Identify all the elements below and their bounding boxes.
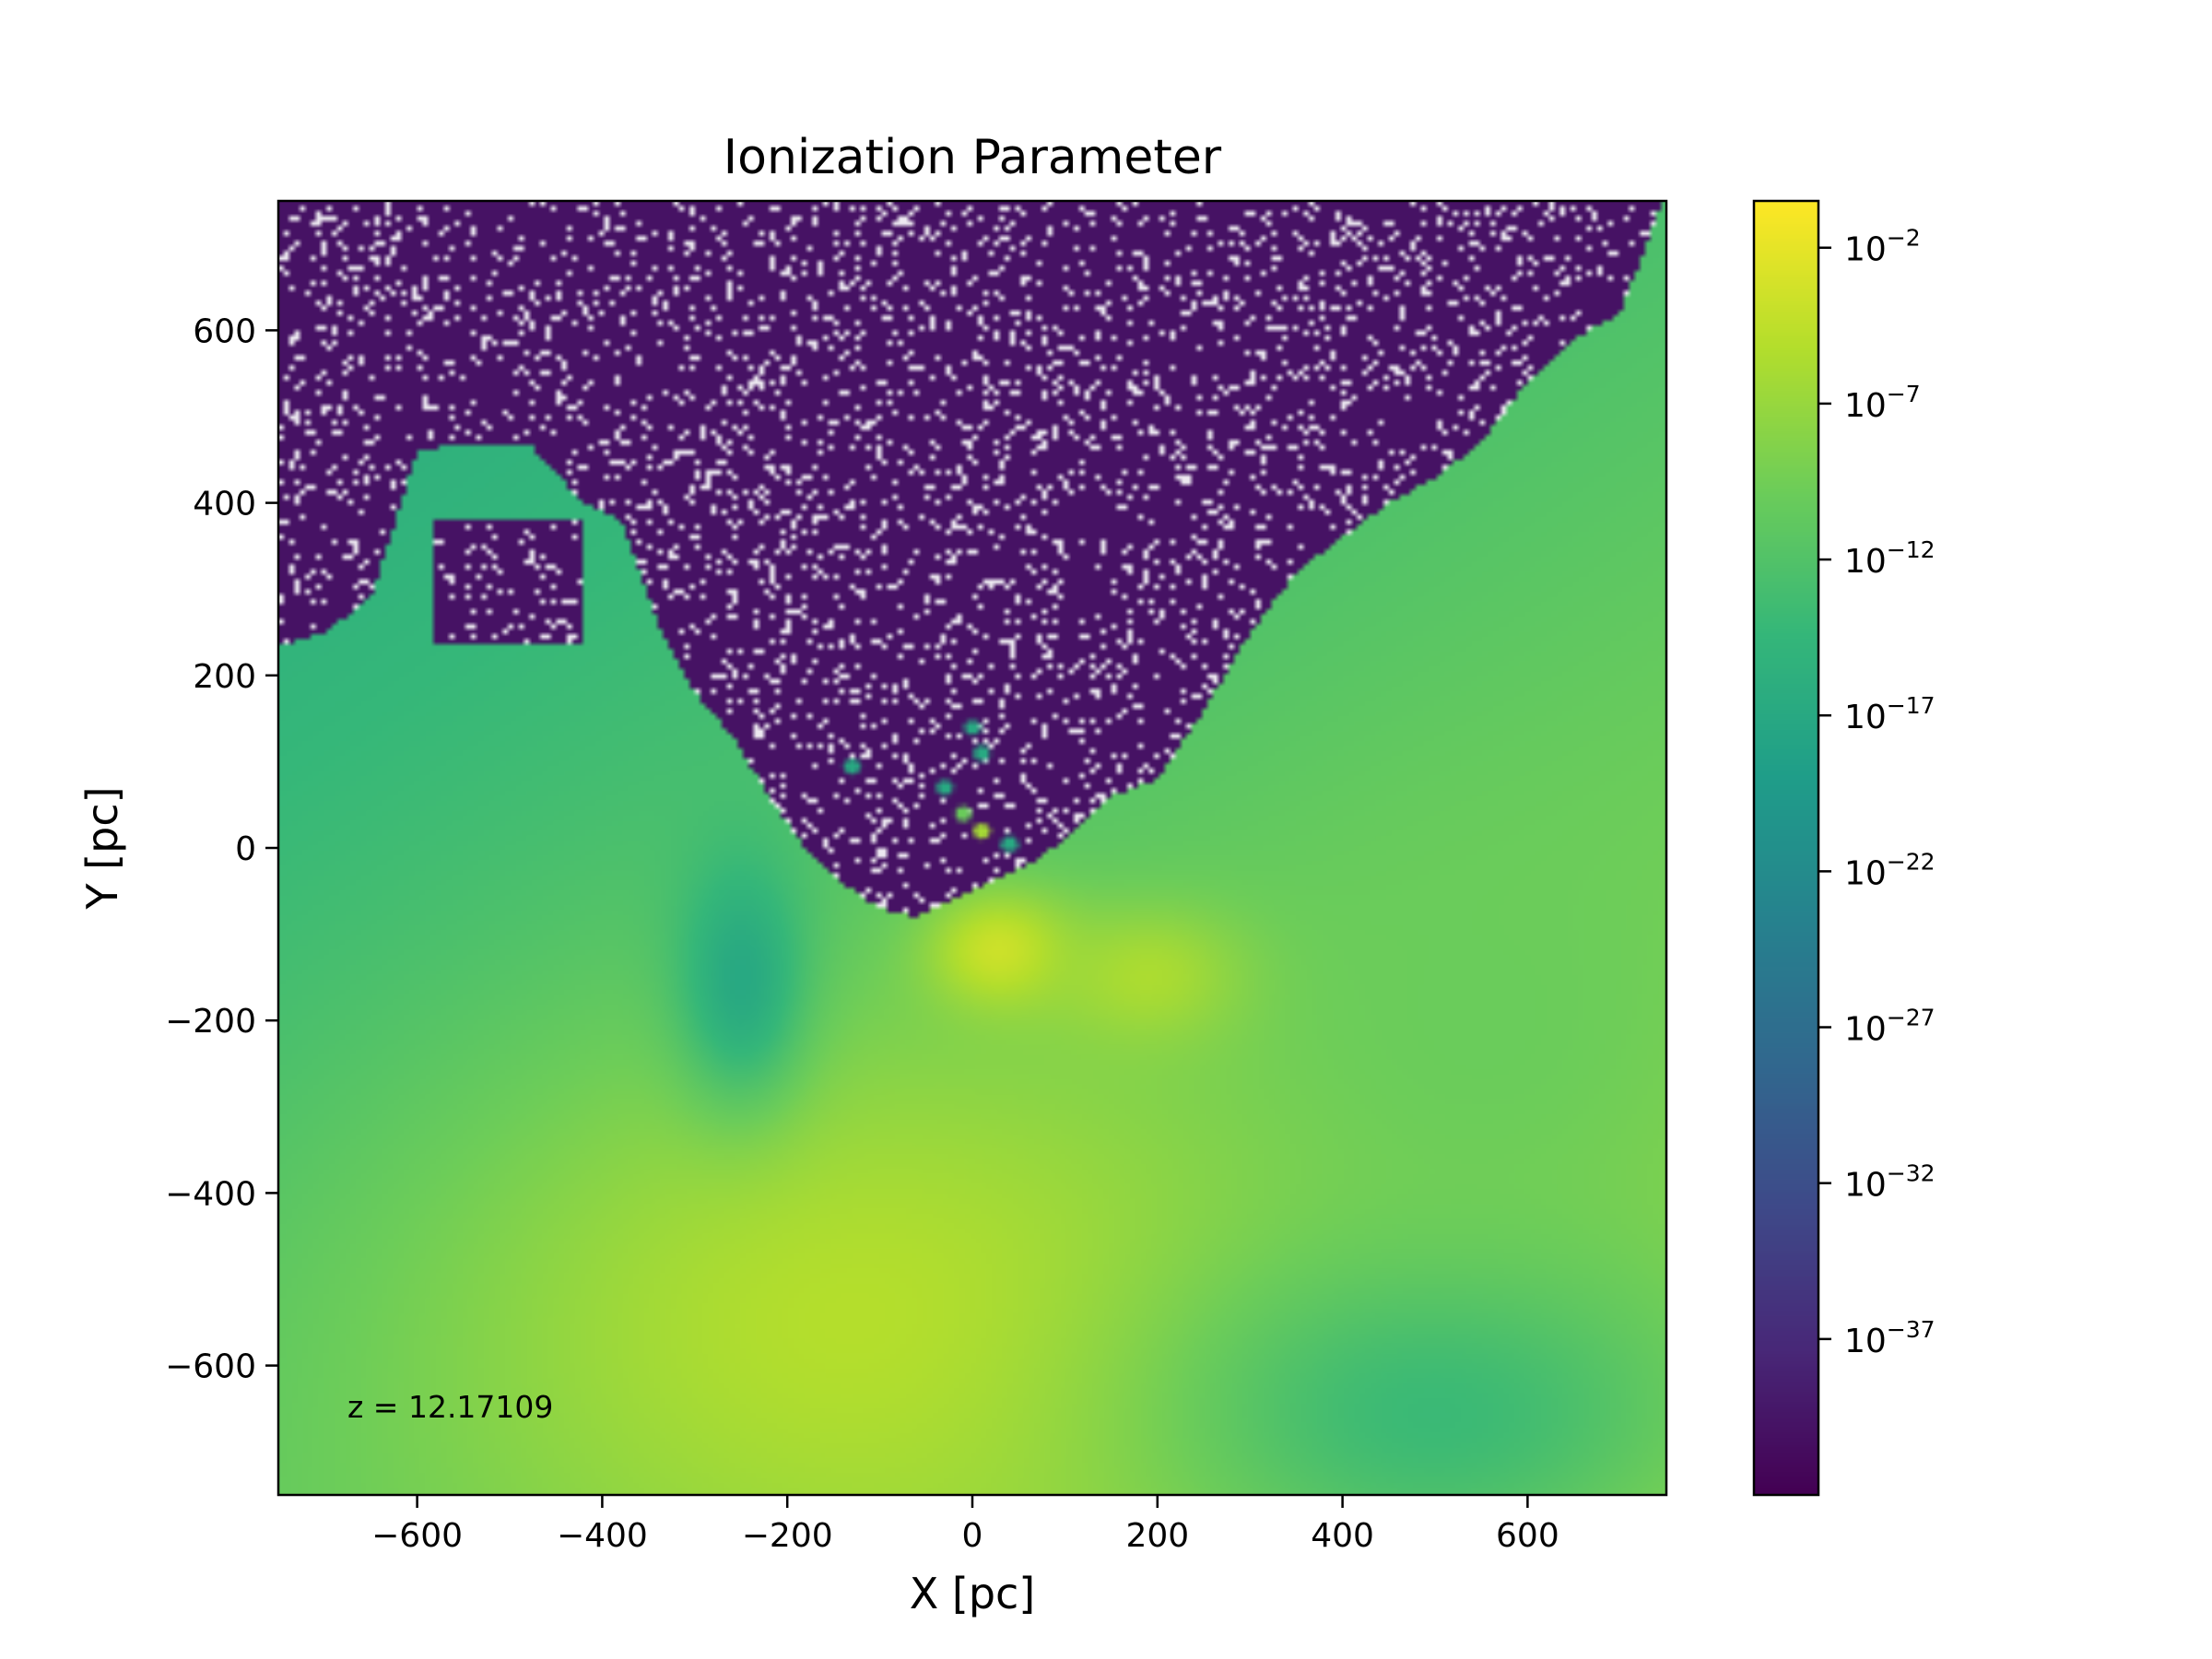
colorbar-tick-base: 10 [1844,1011,1887,1049]
colorbar-tick-exponent: −37 [1887,1316,1936,1343]
y-axis-label: Y [pc] [77,786,127,910]
x-tick-label: 400 [1311,1517,1374,1555]
x-tick-label: −200 [742,1517,833,1555]
colorbar-tick-exponent: −32 [1887,1160,1936,1187]
colorbar-tick-label: 10−22 [1844,848,1936,892]
redshift-annotation: z = 12.17109 [347,1389,553,1425]
colorbar-tick-base: 10 [1844,1167,1887,1205]
colorbar-tick-exponent: −12 [1887,536,1936,563]
x-tick-label: 200 [1125,1517,1189,1555]
colorbar-tick-base: 10 [1844,387,1887,425]
colorbar-tick-exponent: −22 [1887,848,1936,875]
colorbar-tick-exponent: −7 [1887,381,1921,407]
y-tick-label: 600 [193,312,256,350]
y-tick-label: −600 [165,1348,256,1386]
colorbar-frame [1752,199,1820,1497]
y-tick-label: 200 [193,658,256,696]
y-tick-label: −400 [165,1175,256,1213]
colorbar-tick-exponent: −27 [1887,1005,1936,1031]
colorbar-tick-base: 10 [1844,854,1887,892]
x-tick-label: 600 [1496,1517,1559,1555]
x-tick-label: 0 [962,1517,983,1555]
colorbar-tick-exponent: −17 [1887,692,1936,719]
colorbar-tick-label: 10−7 [1844,381,1921,425]
x-axis-label: X [pc] [910,1569,1036,1618]
colorbar-tick-label: 10−37 [1844,1316,1936,1360]
chart-title: Ionization Parameter [724,130,1222,185]
x-tick-label: −600 [371,1517,463,1555]
heatmap-image [278,201,1666,1495]
y-axis: −600 −400 −200 0 200 400 600 [165,312,278,1386]
colorbar-tick-exponent: −2 [1887,225,1921,252]
colorbar-tick-label: 10−27 [1844,1005,1936,1049]
colorbar-tick-base: 10 [1844,543,1887,581]
colorbar-tick-base: 10 [1844,699,1887,736]
colorbar-tick-label: 10−2 [1844,225,1921,269]
y-tick-label: 0 [235,830,256,868]
colorbar-tick-base: 10 [1844,231,1887,269]
y-tick-label: −200 [165,1003,256,1041]
colorbar-tick-label: 10−32 [1844,1160,1936,1205]
x-tick-label: −400 [557,1517,648,1555]
colorbar-tick-label: 10−17 [1844,692,1936,736]
colorbar-tick-label: 10−12 [1844,536,1936,581]
y-tick-label: 400 [193,486,256,524]
x-axis: −600 −400 −200 0 200 400 600 [371,1495,1559,1555]
colorbar-tick-base: 10 [1844,1323,1887,1360]
